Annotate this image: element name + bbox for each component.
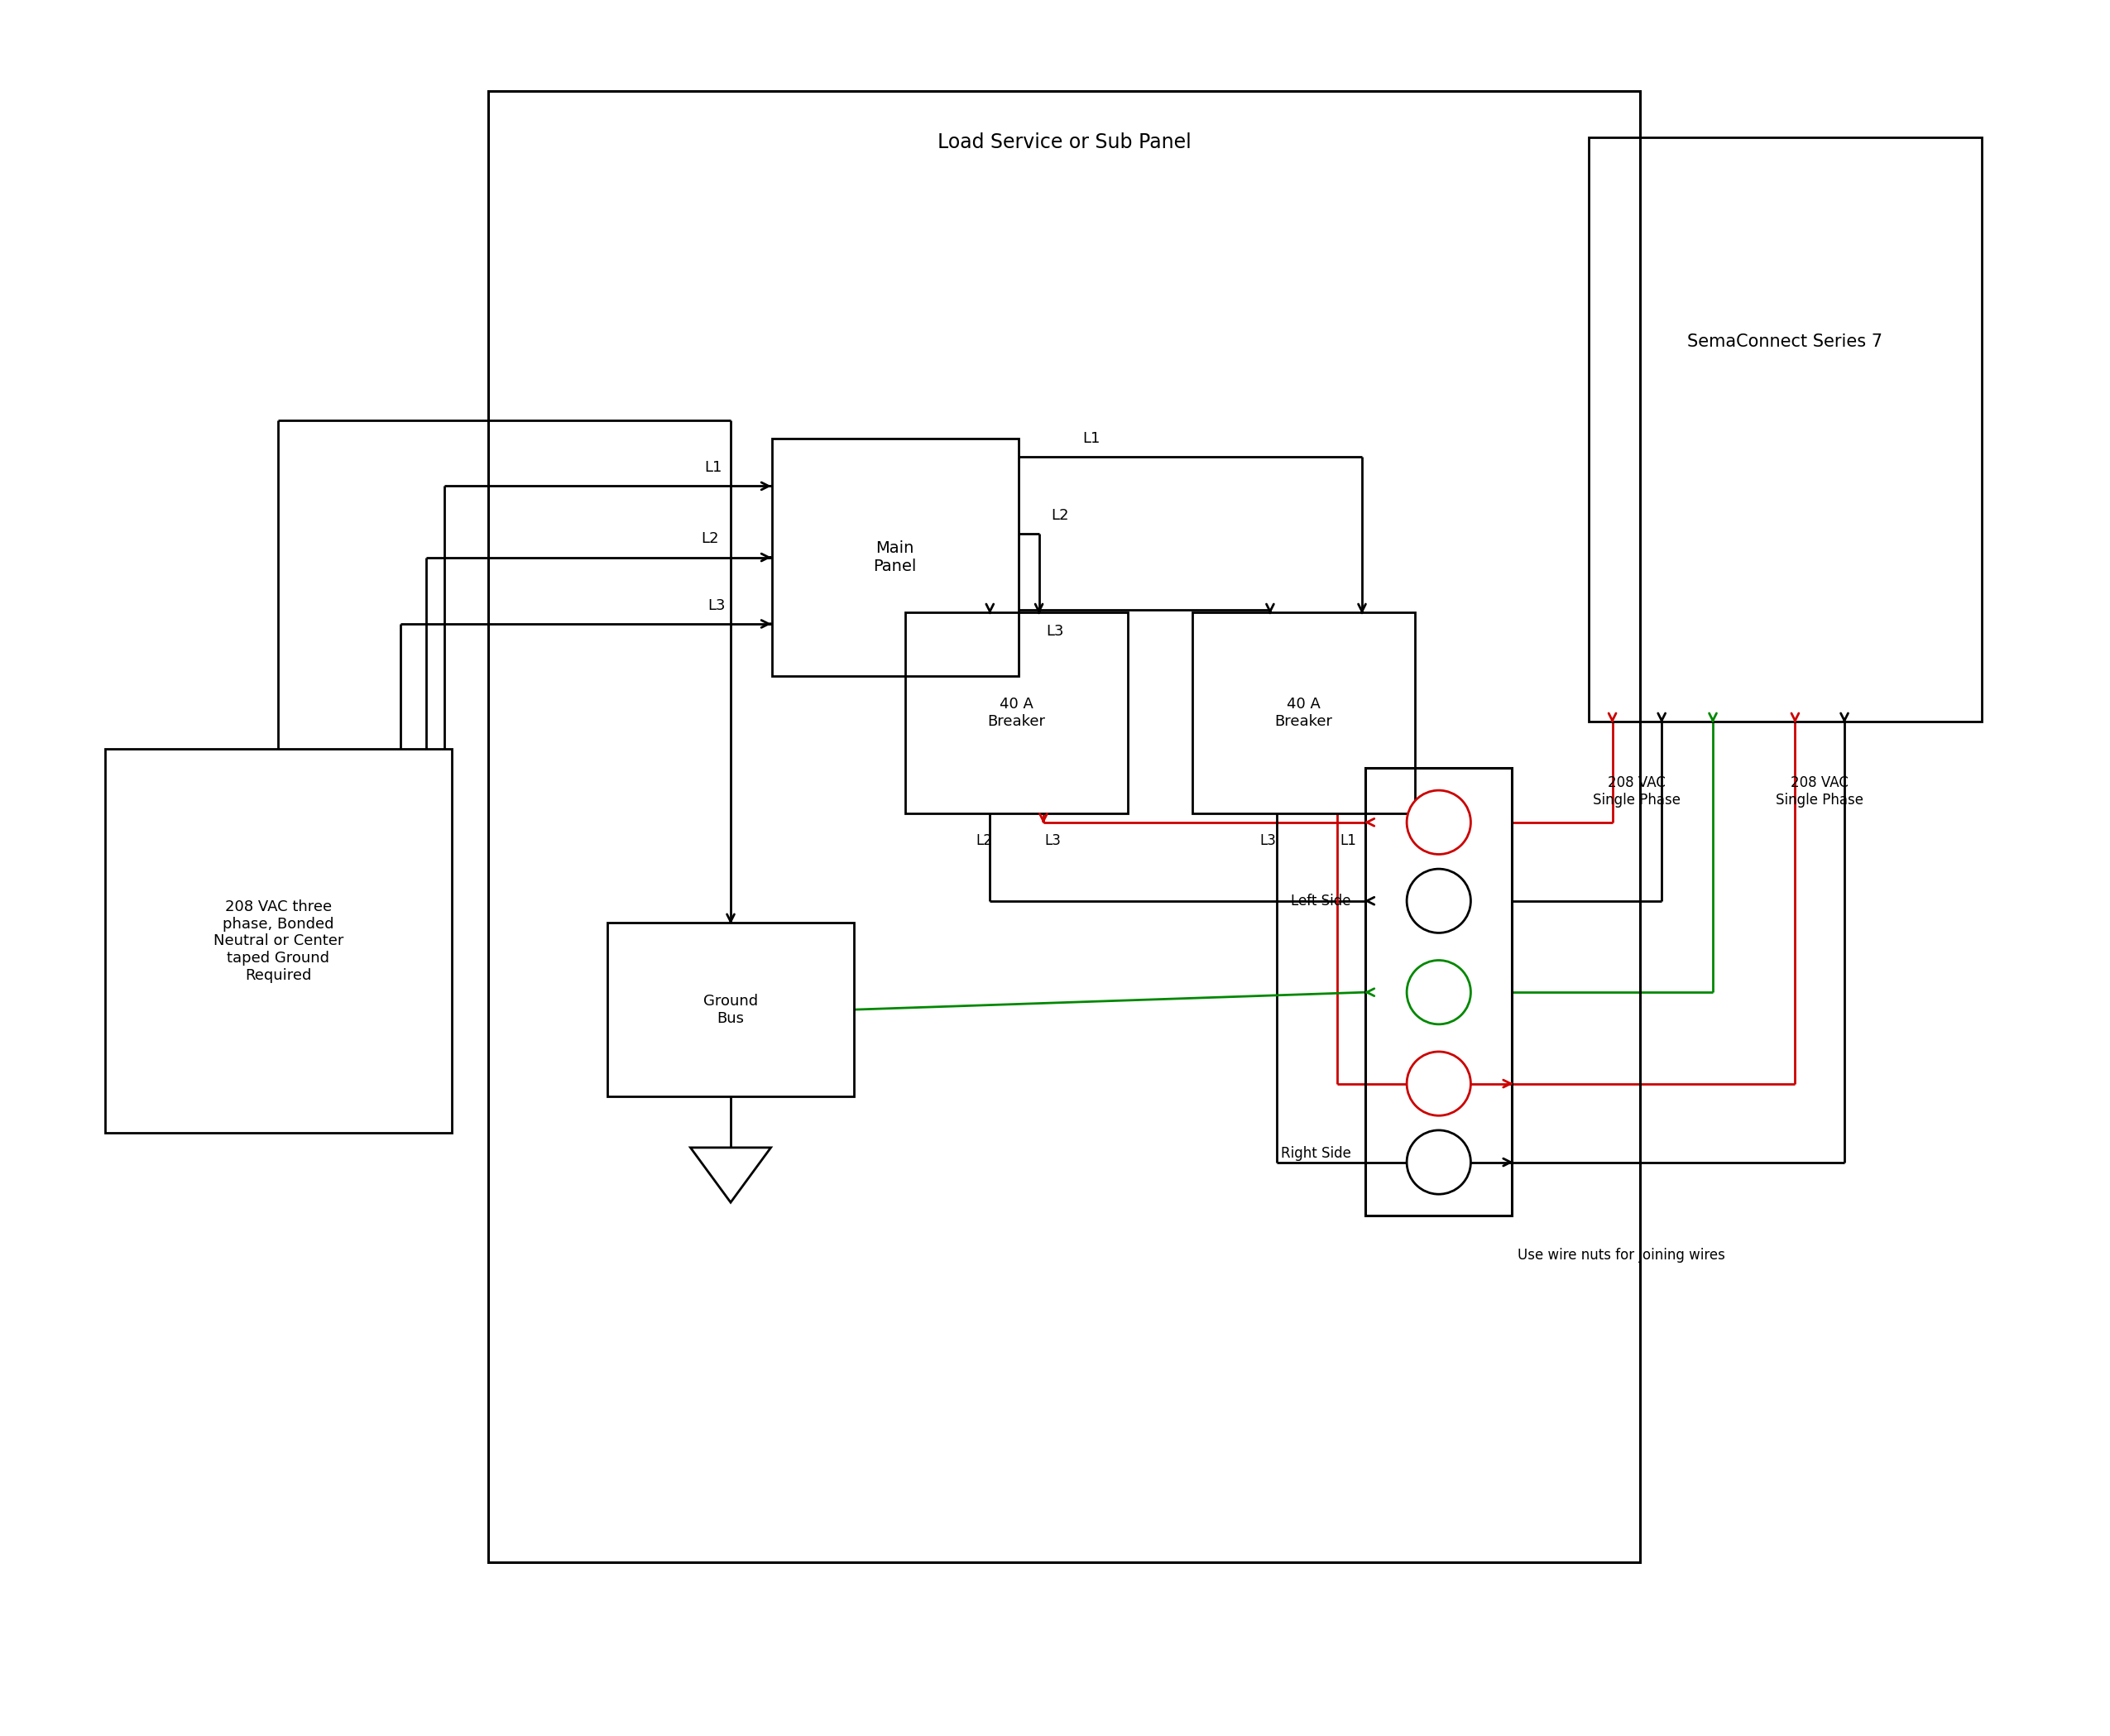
- Circle shape: [1407, 1052, 1471, 1116]
- Bar: [1589, 137, 1981, 722]
- Text: L1: L1: [1340, 833, 1357, 849]
- Text: 208 VAC three
phase, Bonded
Neutral or Center
taped Ground
Required: 208 VAC three phase, Bonded Neutral or C…: [213, 899, 344, 983]
- Bar: [905, 613, 1129, 812]
- Text: Use wire nuts for joining wires: Use wire nuts for joining wires: [1517, 1248, 1726, 1262]
- Bar: [772, 439, 1019, 675]
- Bar: [608, 924, 855, 1097]
- Text: L2: L2: [977, 833, 992, 849]
- Text: Left Side: Left Side: [1291, 894, 1350, 908]
- Text: L3: L3: [1047, 623, 1063, 639]
- Text: SemaConnect Series 7: SemaConnect Series 7: [1688, 333, 1882, 351]
- Text: 208 VAC
Single Phase: 208 VAC Single Phase: [1777, 776, 1863, 807]
- Circle shape: [1407, 870, 1471, 932]
- Text: Load Service or Sub Panel: Load Service or Sub Panel: [937, 132, 1190, 153]
- Bar: [1192, 613, 1416, 812]
- Text: L2: L2: [1051, 509, 1070, 523]
- Text: L2: L2: [701, 531, 720, 547]
- Text: L3: L3: [709, 599, 726, 613]
- Text: L1: L1: [1082, 431, 1101, 446]
- Text: L3: L3: [1044, 833, 1061, 849]
- Text: 208 VAC
Single Phase: 208 VAC Single Phase: [1593, 776, 1682, 807]
- Text: 40 A
Breaker: 40 A Breaker: [987, 696, 1047, 729]
- Bar: [106, 750, 452, 1134]
- Text: L1: L1: [705, 460, 722, 476]
- Bar: [1365, 767, 1513, 1215]
- Text: Ground
Bus: Ground Bus: [703, 993, 757, 1026]
- Text: L3: L3: [1260, 833, 1277, 849]
- Text: 40 A
Breaker: 40 A Breaker: [1274, 696, 1334, 729]
- Text: Main
Panel: Main Panel: [874, 540, 916, 575]
- Circle shape: [1407, 790, 1471, 854]
- Bar: [490, 92, 1639, 1562]
- Circle shape: [1407, 1130, 1471, 1194]
- Circle shape: [1407, 960, 1471, 1024]
- Text: Right Side: Right Side: [1281, 1146, 1350, 1161]
